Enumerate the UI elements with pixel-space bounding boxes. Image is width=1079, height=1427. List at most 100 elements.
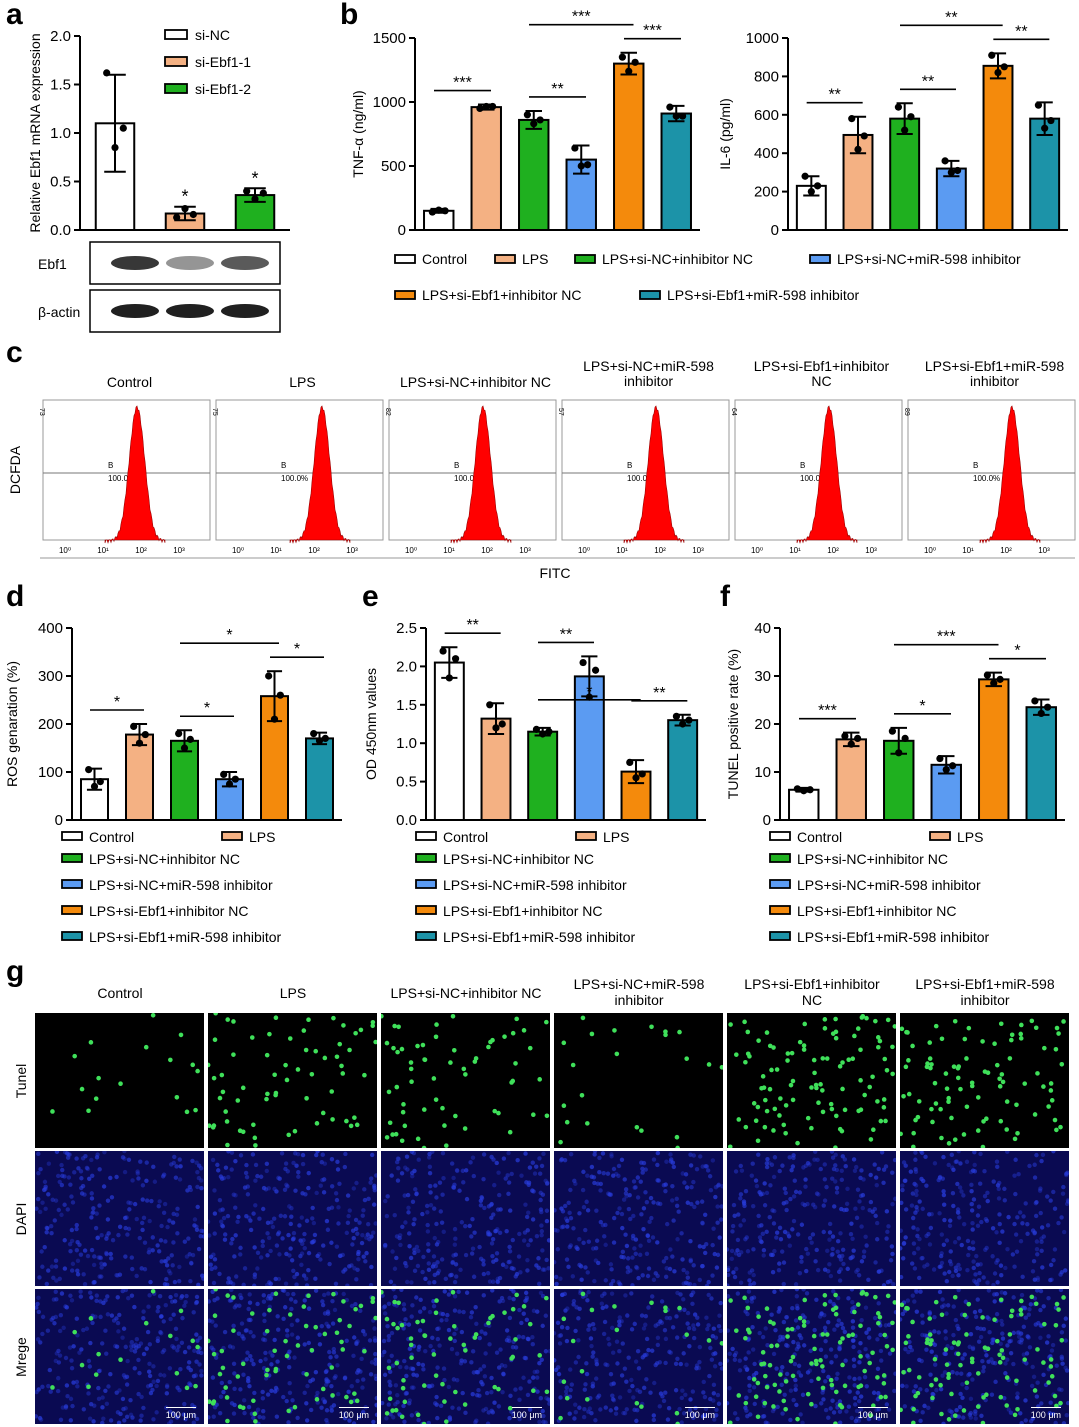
dapi-nucleus [965,1267,970,1273]
dapi-nucleus [809,1378,814,1384]
dapi-nucleus [491,1212,496,1217]
dapi-nucleus [607,1192,612,1197]
tunel-cell [421,1145,427,1148]
dapi-nucleus [617,1395,623,1400]
dapi-nucleus [81,1272,86,1277]
dapi-nucleus [1045,1194,1050,1199]
blot-band [221,304,269,318]
dapi-nucleus [1039,1401,1044,1406]
dapi-nucleus [481,1262,486,1267]
blot-band [166,304,214,318]
dapi-nucleus [1012,1221,1017,1227]
dapi-nucleus [230,1236,235,1242]
dapi-nucleus [984,1245,989,1251]
dapi-nucleus [335,1167,341,1172]
dapi-nucleus [257,1414,262,1420]
dapi-nucleus [481,1364,487,1369]
dapi-nucleus [565,1306,570,1311]
tunel-cell [462,1402,468,1407]
panel-letter-d: d [6,580,25,613]
tunel-cell [340,1347,346,1352]
dapi-nucleus [967,1371,972,1377]
dapi-nucleus [534,1233,540,1239]
tunel-cell [212,1313,218,1319]
dapi-nucleus [661,1259,667,1264]
tunel-cell [829,1106,835,1112]
dapi-nucleus [816,1192,821,1197]
tunel-cell [867,1360,873,1366]
dapi-nucleus [710,1242,715,1248]
dapi-nucleus [617,1281,622,1286]
comparison-label: ** [466,617,478,634]
tunel-cell [822,1302,828,1307]
dapi-nucleus [851,1344,856,1350]
dapi-nucleus [371,1230,376,1235]
dapi-nucleus [236,1214,241,1220]
dapi-nucleus [94,1298,99,1304]
dapi-nucleus [940,1176,945,1181]
dapi-nucleus [281,1394,286,1400]
dapi-nucleus [874,1182,879,1188]
dapi-nucleus [689,1201,694,1207]
tunel-cell [448,1060,453,1065]
dapi-nucleus [674,1203,680,1209]
dapi-nucleus [802,1202,807,1208]
dapi-nucleus [825,1268,831,1274]
dapi-nucleus [162,1373,167,1378]
dapi-nucleus [879,1151,885,1155]
tunel-cell [273,1092,278,1098]
dapi-nucleus [507,1415,512,1421]
dapi-nucleus [972,1309,978,1315]
comparison-label: ** [945,9,957,26]
dapi-nucleus [598,1188,603,1193]
tunel-cell [1009,1313,1014,1319]
dapi-nucleus [414,1244,420,1250]
y-tick-label: 10 [754,764,771,781]
tunel-cell [684,1056,689,1061]
dapi-nucleus [342,1164,348,1170]
dapi-nucleus [59,1212,64,1218]
tunel-cell [213,1013,218,1016]
dapi-nucleus [762,1181,767,1186]
dapi-nucleus [743,1395,749,1401]
tunel-cell [777,1389,782,1394]
dapi-nucleus [342,1376,348,1381]
dapi-nucleus [805,1160,811,1166]
dapi-nucleus [489,1375,494,1381]
dapi-nucleus [771,1351,777,1357]
tunel-cell [966,1301,972,1307]
dapi-nucleus [393,1402,398,1407]
dapi-nucleus [155,1378,161,1384]
dapi-nucleus [473,1305,478,1310]
dapi-nucleus [688,1152,693,1157]
bar [527,730,559,821]
micro-cells [381,1013,550,1148]
dapi-nucleus [272,1337,277,1343]
dapi-nucleus [410,1366,416,1372]
tunel-cell [415,1319,420,1325]
dapi-nucleus [566,1264,571,1270]
dapi-nucleus [883,1164,889,1169]
dapi-nucleus [554,1331,557,1336]
dapi-nucleus [317,1342,323,1347]
dapi-nucleus [937,1289,943,1295]
dapi-nucleus [708,1396,713,1402]
tunel-cell [402,1399,408,1405]
dapi-nucleus [388,1383,393,1388]
dapi-nucleus [1051,1151,1056,1154]
dapi-nucleus [736,1252,742,1258]
dapi-nucleus [732,1213,737,1219]
dapi-nucleus [89,1247,95,1253]
dapi-nucleus [435,1336,441,1342]
dapi-nucleus [877,1269,882,1274]
dapi-nucleus [426,1155,432,1160]
dapi-nucleus [691,1323,696,1328]
dapi-nucleus [87,1290,93,1295]
dapi-nucleus [732,1357,738,1362]
dapi-nucleus [147,1247,152,1252]
dapi-nucleus [217,1411,223,1416]
dapi-nucleus [790,1227,795,1232]
dapi-nucleus [717,1313,722,1318]
dapi-nucleus [1060,1361,1065,1366]
dapi-nucleus [360,1410,366,1415]
